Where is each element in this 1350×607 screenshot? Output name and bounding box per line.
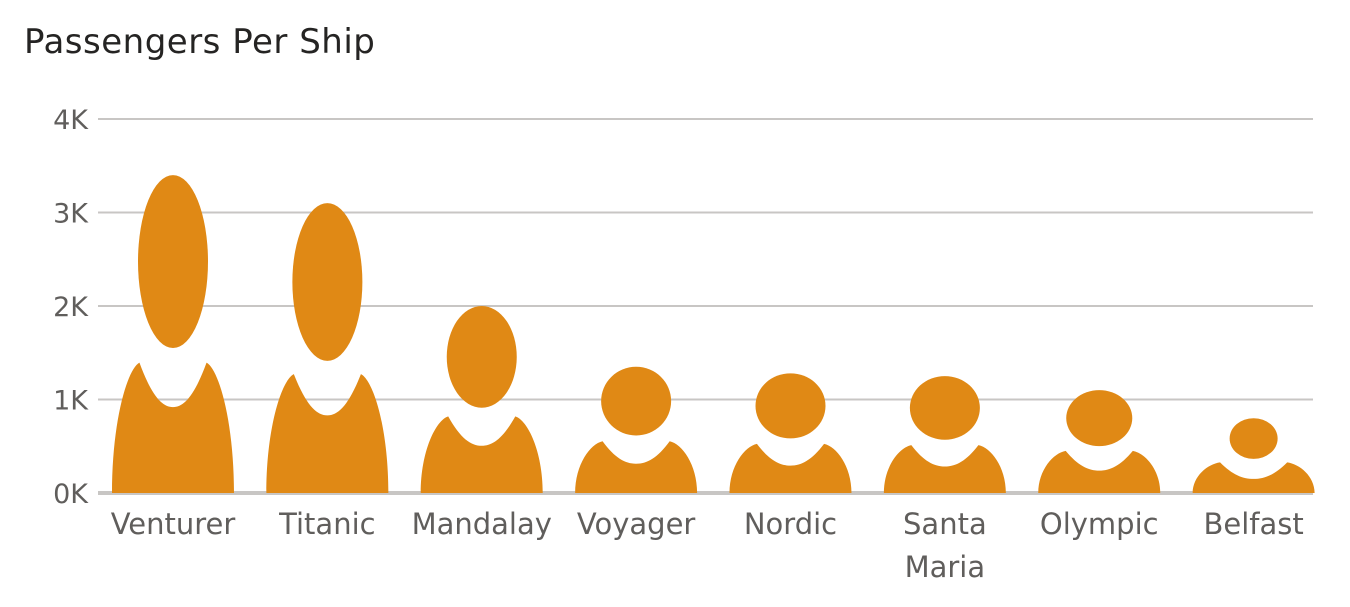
- y-axis-ticks: 0K 1K 2K 3K 4K: [53, 105, 89, 510]
- bar-head: [292, 203, 363, 361]
- bar-belfast[interactable]: [1192, 418, 1315, 493]
- x-tick-label: Mandalay: [412, 507, 552, 541]
- bar-head: [755, 373, 826, 439]
- x-tick-label: Olympic: [1040, 507, 1159, 541]
- bar-body: [112, 362, 234, 493]
- bar-body: [729, 443, 852, 493]
- x-tick-label: Voyager: [577, 507, 696, 541]
- bar-head: [601, 366, 672, 436]
- bar-santa-maria[interactable]: [883, 376, 1006, 493]
- y-tick-label: 3K: [53, 199, 89, 230]
- x-tick-label: Santa: [903, 507, 987, 541]
- x-tick-label: Titanic: [278, 507, 375, 541]
- bar-body: [883, 445, 1006, 493]
- x-tick-label: Maria: [905, 550, 986, 584]
- y-tick-label: 4K: [53, 105, 89, 136]
- bar-olympic[interactable]: [1038, 390, 1161, 493]
- y-tick-label: 2K: [53, 292, 89, 323]
- x-axis-labels: Venturer Titanic Mandalay Voyager Nordic Sant…: [111, 507, 1304, 584]
- bars: [112, 175, 1315, 493]
- bar-body: [575, 441, 698, 493]
- x-tick-label: Nordic: [744, 507, 837, 541]
- bar-titanic[interactable]: [266, 203, 389, 493]
- chart-title: Passengers Per Ship: [24, 22, 376, 62]
- x-tick-label: Venturer: [111, 507, 236, 541]
- bar-body: [1038, 450, 1161, 493]
- y-tick-label: 0K: [53, 479, 89, 510]
- bar-body: [266, 374, 389, 493]
- bar-head: [909, 376, 980, 440]
- bar-voyager[interactable]: [575, 366, 698, 493]
- bar-head: [446, 306, 517, 408]
- bar-head: [1229, 418, 1278, 459]
- bar-head: [1066, 390, 1133, 447]
- bar-body: [1192, 462, 1315, 493]
- bar-nordic[interactable]: [729, 373, 852, 493]
- x-tick-label: Belfast: [1203, 507, 1303, 541]
- bar-body: [420, 416, 543, 493]
- bar-head: [138, 175, 208, 349]
- bar-venturer[interactable]: [112, 175, 234, 493]
- y-tick-label: 1K: [53, 386, 89, 417]
- bar-mandalay[interactable]: [420, 306, 543, 493]
